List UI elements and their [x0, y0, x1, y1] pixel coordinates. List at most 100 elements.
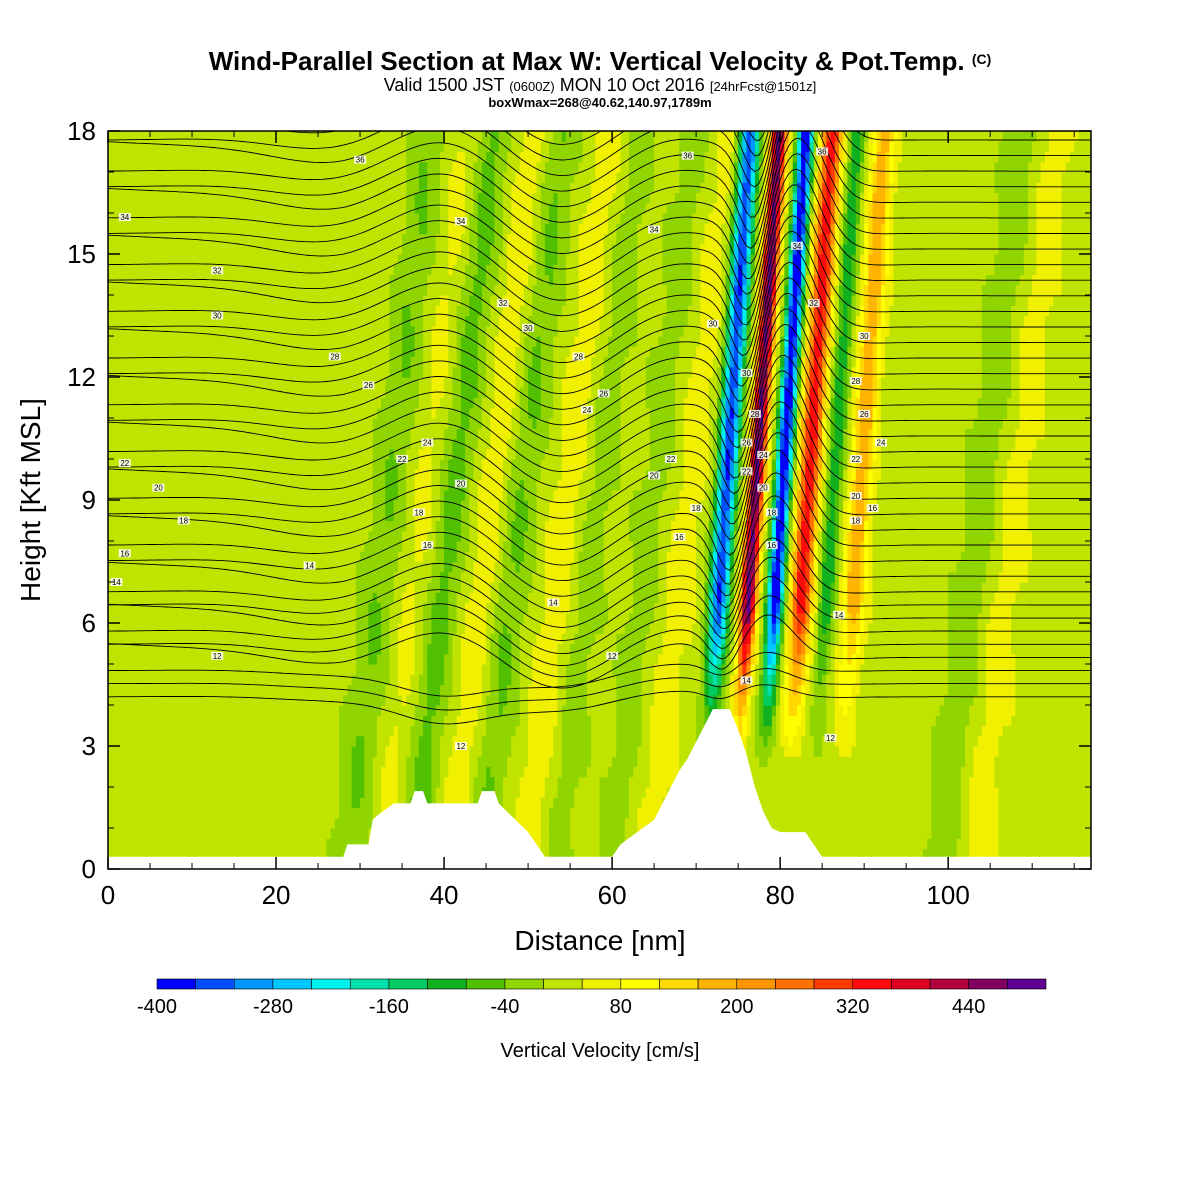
velocity-cell	[217, 735, 223, 747]
velocity-cell	[435, 725, 441, 737]
velocity-cell	[599, 807, 605, 819]
velocity-cell	[553, 766, 559, 778]
velocity-cell	[141, 664, 147, 675]
velocity-cell	[1006, 684, 1012, 696]
velocity-cell	[183, 807, 189, 819]
velocity-cell	[192, 684, 197, 696]
velocity-cell	[469, 694, 475, 706]
velocity-cell	[347, 735, 353, 747]
velocity-cell	[246, 848, 252, 860]
velocity-cell	[801, 653, 806, 665]
velocity-cell	[465, 766, 470, 778]
velocity-cell	[977, 828, 983, 839]
velocity-cell	[255, 848, 260, 860]
velocity-cell	[675, 715, 680, 727]
velocity-cell	[301, 684, 307, 696]
velocity-cell	[351, 684, 357, 696]
velocity-cell	[423, 787, 428, 798]
velocity-cell	[796, 817, 802, 829]
velocity-cell	[553, 787, 559, 798]
velocity-cell	[217, 643, 223, 655]
velocity-cell	[700, 694, 706, 706]
velocity-cell	[885, 766, 890, 778]
velocity-cell	[1036, 787, 1042, 798]
valid-date: MON 10 Oct 2016	[559, 75, 705, 95]
velocity-cell	[897, 746, 903, 757]
velocity-cell	[402, 756, 407, 768]
velocity-cell	[1082, 787, 1088, 798]
velocity-cell	[1023, 746, 1029, 757]
velocity-cell	[1006, 674, 1012, 686]
velocity-cell	[595, 674, 601, 686]
velocity-cell	[1070, 684, 1075, 696]
velocity-cell	[633, 787, 638, 798]
velocity-cell	[591, 684, 596, 696]
velocity-cell	[927, 746, 932, 757]
velocity-cell	[137, 776, 143, 788]
velocity-cell	[582, 684, 588, 696]
velocity-cell	[637, 715, 643, 727]
velocity-cell	[431, 746, 437, 757]
velocity-cell	[221, 756, 227, 768]
velocity-cell	[612, 705, 617, 716]
velocity-cell	[847, 684, 853, 696]
velocity-cell	[347, 756, 353, 768]
velocity-cell	[192, 776, 197, 788]
velocity-cell	[1032, 787, 1037, 798]
velocity-cell	[1036, 735, 1042, 747]
velocity-cell	[830, 715, 836, 727]
velocity-cell	[918, 694, 924, 706]
velocity-cell	[229, 838, 235, 850]
velocity-cell	[192, 725, 197, 737]
velocity-cell	[502, 705, 508, 716]
velocity-cell	[960, 766, 966, 778]
velocity-cell	[901, 715, 907, 727]
velocity-cell	[817, 817, 823, 829]
velocity-cell	[1036, 694, 1042, 706]
velocity-cell	[494, 756, 500, 768]
velocity-cell	[351, 828, 357, 839]
velocity-cell	[990, 694, 995, 706]
velocity-cell	[187, 746, 193, 757]
velocity-cell	[981, 746, 987, 757]
velocity-cell	[225, 735, 231, 747]
velocity-cell	[145, 787, 151, 798]
velocity-cell	[859, 776, 865, 788]
velocity-cell	[990, 756, 995, 768]
velocity-cell	[1011, 746, 1016, 757]
velocity-cell	[1044, 715, 1050, 727]
velocity-cell	[431, 705, 437, 716]
velocity-cell	[536, 776, 542, 788]
velocity-cell	[809, 756, 815, 768]
velocity-cell	[360, 766, 365, 778]
velocity-cell	[460, 797, 466, 809]
velocity-cell	[687, 664, 693, 675]
velocity-cell	[897, 776, 903, 788]
velocity-cell	[276, 828, 281, 839]
velocity-cell	[658, 756, 664, 768]
velocity-cell	[712, 674, 718, 686]
velocity-cell	[536, 828, 542, 839]
velocity-cell	[507, 653, 512, 665]
velocity-cell	[360, 817, 365, 829]
velocity-cell	[931, 674, 937, 686]
velocity-cell	[1015, 735, 1021, 747]
velocity-cell	[183, 797, 189, 809]
velocity-cell	[544, 766, 550, 778]
velocity-cell	[607, 848, 613, 860]
velocity-cell	[141, 776, 147, 788]
velocity-cell	[733, 705, 739, 716]
velocity-cell	[834, 746, 840, 757]
velocity-cell	[187, 725, 193, 737]
velocity-cell	[662, 694, 668, 706]
velocity-cell	[809, 776, 815, 788]
velocity-cell	[439, 664, 445, 675]
velocity-cell	[553, 807, 559, 819]
velocity-cell	[574, 766, 580, 778]
velocity-cell	[1011, 838, 1016, 850]
velocity-cell	[607, 817, 613, 829]
velocity-cell	[192, 664, 197, 675]
velocity-cell	[788, 797, 794, 809]
velocity-cell	[788, 705, 794, 716]
velocity-cell	[490, 684, 496, 696]
